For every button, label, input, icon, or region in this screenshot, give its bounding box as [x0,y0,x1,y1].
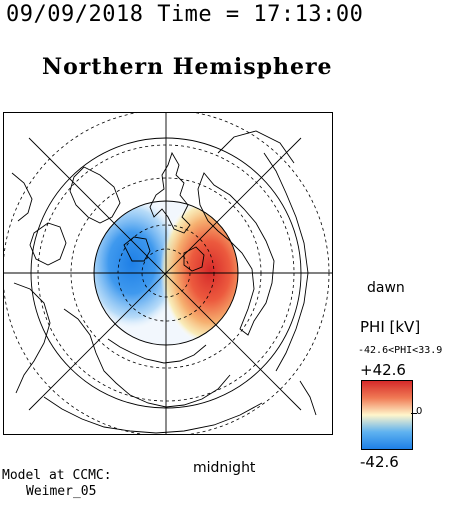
positive-potential-cell [160,201,238,345]
coastlines [11,130,317,434]
colorbar-max-label: +42.6 [360,361,406,379]
dawn-label: dawn [367,280,405,296]
colorbar [361,380,413,450]
colorbar-min-label: -42.6 [360,453,399,471]
model-credit-line1: Model at CCMC: [2,468,112,483]
potential-cells [94,201,238,345]
timestamp: 09/09/2018 Time = 17:13:00 [6,2,364,27]
midnight-label: midnight [193,460,256,476]
colorbar-zero-label: 0 [416,406,423,417]
colorbar-zero-tick [411,413,417,414]
model-credit-line2: Weimer_05 [26,484,97,499]
polar-map [3,112,333,435]
plot-title: Northern Hemisphere [42,54,333,80]
polar-map-svg [4,113,332,434]
meridian-lines [4,113,332,434]
colorbar-title: PHI [kV] [360,318,421,336]
colorbar-range: -42.6<PHI<33.9 [358,345,443,356]
